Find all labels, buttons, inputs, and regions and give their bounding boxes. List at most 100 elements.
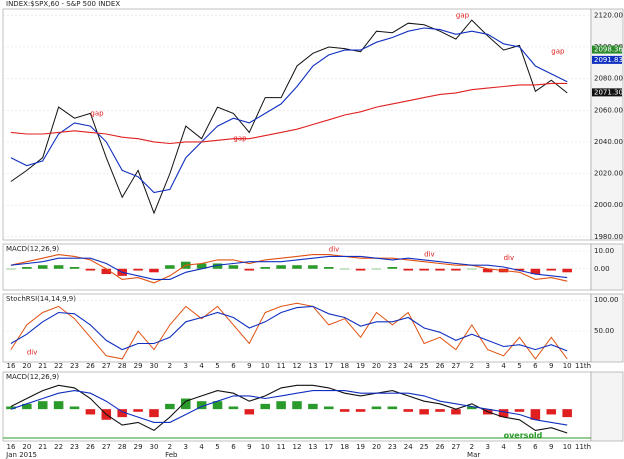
histogram-bar: [276, 401, 286, 410]
histogram-bar: [514, 268, 525, 271]
x-tick-label: 27: [451, 443, 460, 451]
x-tick-label: 24: [404, 443, 413, 451]
x-tick-label-mid: 3: [184, 362, 188, 370]
x-tick-label-mid: 20: [22, 362, 31, 370]
x-tick-label: 6: [231, 443, 236, 451]
x-tick-label: 12: [293, 443, 302, 451]
month-label: Mar: [467, 451, 480, 459]
x-tick-label-mid: 2: [470, 362, 474, 370]
histogram-bar: [244, 409, 255, 415]
histogram-bar: [37, 265, 48, 269]
x-tick-label-mid: 5: [517, 362, 521, 370]
panel-title: INDEX:$SPX,60 - S&P 500 INDEX: [6, 0, 120, 8]
axis-strip: [590, 293, 624, 363]
series-line: [10, 254, 568, 284]
histogram-bar: [133, 409, 143, 412]
histogram-bar: [530, 268, 541, 275]
histogram-bar: [69, 406, 80, 410]
x-tick-label: 16: [6, 443, 15, 451]
x-tick-label: 10: [563, 443, 572, 451]
histogram-bar: [37, 401, 48, 410]
histogram-bar: [133, 268, 143, 271]
price-flag: [592, 45, 622, 54]
y-tick-label: 0.00: [594, 265, 610, 273]
histogram-bar: [228, 406, 239, 410]
x-tick-label-mid: 10: [261, 362, 270, 370]
histogram-bar: [419, 409, 429, 415]
panel-title: MACD(12,26,9): [6, 245, 59, 253]
annotation: gap: [456, 11, 470, 19]
annotation: div: [424, 251, 435, 259]
x-tick-label: 9: [549, 443, 553, 451]
histogram-bar: [228, 265, 239, 269]
histogram-bar: [53, 265, 64, 269]
x-tick-label-mid: 4: [199, 362, 204, 370]
histogram-bar: [22, 403, 32, 410]
price-flag-label: 2091.83: [594, 56, 623, 64]
series-line: [10, 384, 568, 434]
x-tick-label: 4: [501, 443, 506, 451]
x-tick-label: 18: [340, 443, 349, 451]
x-tick-label-mid: 13: [308, 362, 317, 370]
y-tick-label: 2020.00: [594, 170, 623, 178]
histogram-bar: [244, 268, 255, 271]
histogram-bar: [435, 409, 445, 412]
histogram-bar: [308, 265, 318, 269]
x-tick-label: 3: [184, 443, 188, 451]
histogram-bar: [371, 406, 382, 410]
histogram-bar: [6, 406, 16, 410]
histogram-bar: [85, 409, 96, 415]
histogram-bar: [196, 263, 207, 269]
y-tick-label: 2060.00: [594, 106, 623, 114]
y-tick-label: 50.00: [594, 327, 614, 335]
x-tick-label-mid: 27: [102, 362, 111, 370]
x-tick-label: 13: [308, 443, 317, 451]
histogram-bar: [339, 409, 350, 412]
histogram-bar: [212, 263, 223, 269]
x-tick-label: 23: [388, 443, 397, 451]
histogram-bar: [6, 268, 16, 270]
histogram-bar: [546, 409, 557, 415]
x-tick-label-mid: 28: [118, 362, 127, 370]
y-tick-label: 2080.00: [594, 75, 623, 83]
series-line: [10, 19, 568, 215]
y-tick-label: 1980.00: [594, 233, 623, 241]
histogram-bar: [212, 401, 223, 410]
price-flag: [592, 55, 622, 64]
histogram-bar: [467, 406, 477, 410]
x-tick-label-mid: 25: [420, 362, 429, 370]
x-tick-label: 4: [199, 443, 204, 451]
histogram-bar: [403, 268, 414, 271]
x-tick-label: 11th: [575, 443, 591, 451]
x-tick-label-mid: 6: [533, 362, 538, 370]
x-tick-label-mid: 12: [293, 362, 302, 370]
histogram-bar: [355, 268, 366, 271]
x-tick-label: 11: [277, 443, 286, 451]
histogram-bar: [292, 265, 302, 269]
x-tick-label: 20: [372, 443, 381, 451]
x-tick-label: 25: [420, 443, 429, 451]
series-line: [10, 302, 568, 360]
histogram-bar: [260, 267, 270, 269]
x-tick-label-mid: 2: [168, 362, 172, 370]
x-tick-label-mid: 23: [70, 362, 79, 370]
x-tick-label-mid: 20: [372, 362, 381, 370]
x-tick-label: 19: [356, 443, 365, 451]
price-flag-label: 2098.36: [594, 46, 623, 54]
price-flag-label: 2071.30: [594, 88, 623, 96]
x-tick-label: 10: [261, 443, 270, 451]
panel-title: StochRSI(14,14,9,9): [6, 295, 76, 303]
annotation: gap: [233, 135, 247, 143]
histogram-bar: [435, 268, 445, 271]
series-line: [10, 390, 568, 426]
histogram-bar: [498, 409, 509, 418]
x-tick-label-mid: 22: [54, 362, 63, 370]
histogram-bar: [260, 403, 270, 410]
y-tick-label: 2040.00: [594, 138, 623, 146]
series-line: [10, 82, 568, 145]
histogram-bar: [292, 401, 302, 410]
x-tick-label: 5: [517, 443, 521, 451]
histogram-bar: [149, 409, 159, 418]
